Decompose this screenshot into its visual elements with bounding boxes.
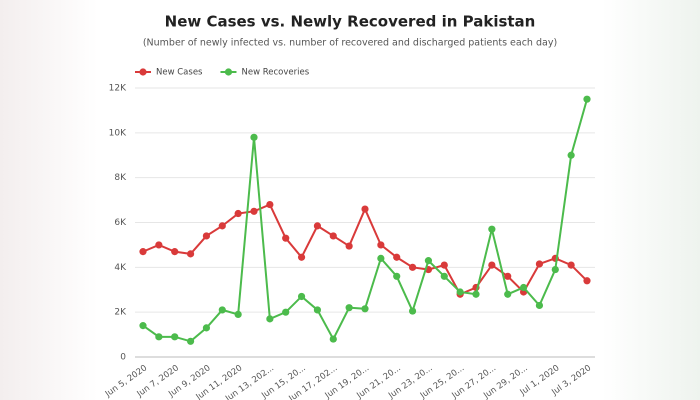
data-point: [488, 225, 496, 233]
chart-title: New Cases vs. Newly Recovered in Pakista…: [165, 13, 536, 31]
data-point: [155, 333, 163, 341]
y-tick-label: 2K: [114, 308, 127, 318]
data-point: [456, 288, 464, 296]
y-tick-label: 8K: [114, 173, 127, 183]
y-tick-label: 10K: [109, 128, 127, 138]
data-point: [408, 307, 417, 315]
data-point: [234, 310, 242, 319]
data-point: [504, 290, 512, 298]
data-point: [313, 222, 322, 230]
legend-label: New Recoveries: [241, 68, 309, 78]
data-point: [583, 95, 591, 103]
data-point: [345, 304, 353, 312]
data-point: [345, 242, 353, 250]
data-point: [440, 261, 448, 269]
data-point: [329, 335, 337, 343]
data-point: [519, 283, 528, 292]
data-point: [186, 250, 195, 258]
data-point: [488, 261, 496, 269]
y-tick-label: 0: [120, 353, 126, 363]
legend-marker: [224, 68, 233, 76]
data-point: [218, 222, 226, 230]
data-point: [266, 315, 274, 323]
data-point: [250, 133, 258, 141]
data-point: [361, 205, 369, 213]
data-point: [202, 324, 211, 332]
data-point: [535, 301, 544, 310]
data-point: [250, 207, 258, 215]
data-point: [139, 322, 147, 330]
data-point: [186, 337, 195, 345]
data-point: [393, 272, 401, 280]
data-point: [297, 292, 306, 301]
chart-subtitle: (Number of newly infected vs. number of …: [143, 38, 557, 49]
data-point: [329, 232, 337, 240]
data-point: [440, 272, 448, 280]
data-point: [551, 265, 559, 274]
data-point: [535, 260, 544, 268]
data-point: [313, 306, 322, 314]
data-point: [377, 241, 385, 249]
y-tick-label: 6K: [114, 218, 127, 228]
data-point: [266, 200, 274, 209]
legend-marker: [139, 68, 147, 76]
data-point: [393, 253, 401, 261]
data-point: [567, 261, 575, 269]
data-point: [282, 308, 290, 316]
data-point: [504, 272, 512, 280]
data-point: [567, 151, 575, 159]
data-point: [171, 248, 179, 256]
data-point: [139, 248, 147, 256]
data-point: [424, 257, 433, 265]
y-tick-label: 4K: [114, 263, 127, 273]
legend-label: New Cases: [156, 68, 203, 78]
data-point: [155, 241, 163, 249]
data-point: [361, 305, 369, 313]
data-point: [218, 306, 226, 314]
data-point: [297, 253, 306, 261]
data-point: [282, 234, 290, 242]
data-point: [408, 263, 417, 271]
y-tick-label: 12K: [109, 84, 127, 94]
data-point: [234, 209, 242, 218]
data-point: [171, 333, 179, 341]
data-point: [377, 254, 385, 262]
data-point: [202, 232, 211, 240]
data-point: [472, 290, 480, 298]
data-point: [583, 277, 591, 285]
